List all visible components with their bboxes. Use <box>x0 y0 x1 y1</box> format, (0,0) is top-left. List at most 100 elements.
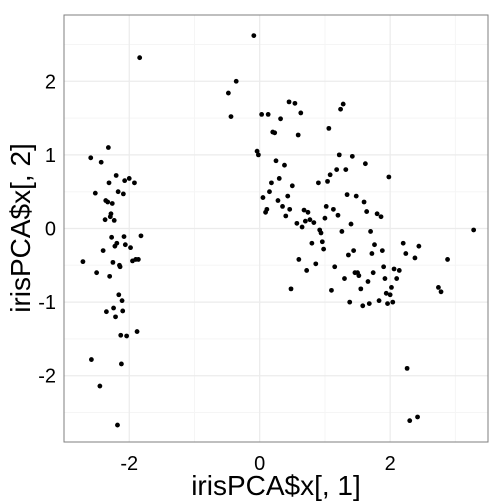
data-point <box>313 261 319 267</box>
data-point <box>372 242 377 248</box>
data-point <box>254 148 260 154</box>
data-point <box>445 257 450 262</box>
data-point <box>364 209 370 214</box>
data-point <box>358 286 364 292</box>
data-point <box>319 239 325 245</box>
data-point <box>368 229 373 234</box>
data-point <box>105 199 111 205</box>
data-point <box>335 212 341 218</box>
data-point <box>121 234 127 240</box>
data-point <box>385 301 390 306</box>
data-point <box>407 418 413 424</box>
data-point <box>111 305 116 311</box>
data-point <box>119 298 125 304</box>
data-point <box>311 220 317 226</box>
data-point <box>382 276 388 281</box>
data-point <box>120 191 126 197</box>
data-point <box>326 125 332 131</box>
data-point <box>349 153 355 159</box>
data-point <box>340 101 346 107</box>
data-point <box>114 240 120 246</box>
data-point <box>118 332 124 338</box>
data-point <box>309 240 315 246</box>
data-point <box>128 245 133 251</box>
data-point <box>400 240 406 246</box>
panel-border <box>63 14 489 443</box>
data-point <box>356 273 362 279</box>
data-point <box>322 215 328 221</box>
data-point <box>117 264 123 270</box>
data-point <box>251 33 257 39</box>
major-gridlines <box>64 15 488 442</box>
data-point <box>331 206 336 212</box>
x-axis-title: irisPCA$x[, 1] <box>191 470 361 501</box>
data-point <box>361 199 367 205</box>
data-point <box>94 270 100 276</box>
data-point <box>415 414 420 420</box>
data-point <box>88 155 94 161</box>
data-point <box>289 183 295 189</box>
data-point <box>343 167 349 173</box>
x-tick-label: 0 <box>254 453 265 475</box>
data-point <box>387 292 393 298</box>
data-point <box>362 161 368 167</box>
data-point <box>286 99 292 105</box>
data-point <box>404 365 410 371</box>
data-point <box>255 152 261 158</box>
data-point <box>283 213 289 219</box>
data-point <box>351 248 357 253</box>
data-point <box>298 110 304 116</box>
data-point <box>334 167 340 173</box>
data-point <box>292 100 298 106</box>
data-point <box>302 218 308 224</box>
data-point <box>107 273 113 279</box>
data-point <box>275 198 281 203</box>
y-tick-label: 0 <box>45 219 56 241</box>
data-point <box>296 257 302 262</box>
data-point <box>389 285 394 290</box>
data-point <box>323 204 329 209</box>
data-point <box>381 264 387 270</box>
data-point <box>282 162 287 168</box>
data-point <box>97 383 103 389</box>
data-point <box>365 279 371 284</box>
minor-gridlines <box>63 15 488 442</box>
data-point <box>116 292 122 298</box>
data-point <box>119 361 124 367</box>
data-point <box>471 227 477 233</box>
data-point <box>102 217 108 223</box>
data-point <box>391 266 397 272</box>
x-tick-label: -2 <box>120 453 138 475</box>
data-point <box>370 270 376 276</box>
data-point <box>265 111 271 117</box>
data-point <box>92 190 98 196</box>
data-point <box>347 299 353 305</box>
data-point <box>305 209 311 215</box>
data-point <box>89 357 94 362</box>
data-point <box>412 255 418 261</box>
data-point <box>134 329 140 334</box>
data-point <box>276 176 282 181</box>
data-point <box>98 159 104 165</box>
data-point <box>138 233 144 239</box>
data-point <box>104 309 109 315</box>
data-point <box>394 276 400 281</box>
data-point <box>396 268 402 273</box>
data-point <box>366 301 372 306</box>
data-point <box>403 251 409 256</box>
data-point <box>280 204 285 209</box>
data-point <box>267 189 272 195</box>
data-point <box>288 286 294 292</box>
data-point <box>390 299 396 305</box>
data-point <box>348 221 354 227</box>
data-point <box>287 206 293 212</box>
y-tick-label: 2 <box>45 71 56 93</box>
data-point <box>135 257 141 262</box>
data-point <box>106 180 112 186</box>
data-point <box>339 229 345 234</box>
data-point <box>416 243 422 249</box>
data-point <box>299 224 305 230</box>
data-point <box>379 248 385 253</box>
data-point <box>438 289 444 295</box>
